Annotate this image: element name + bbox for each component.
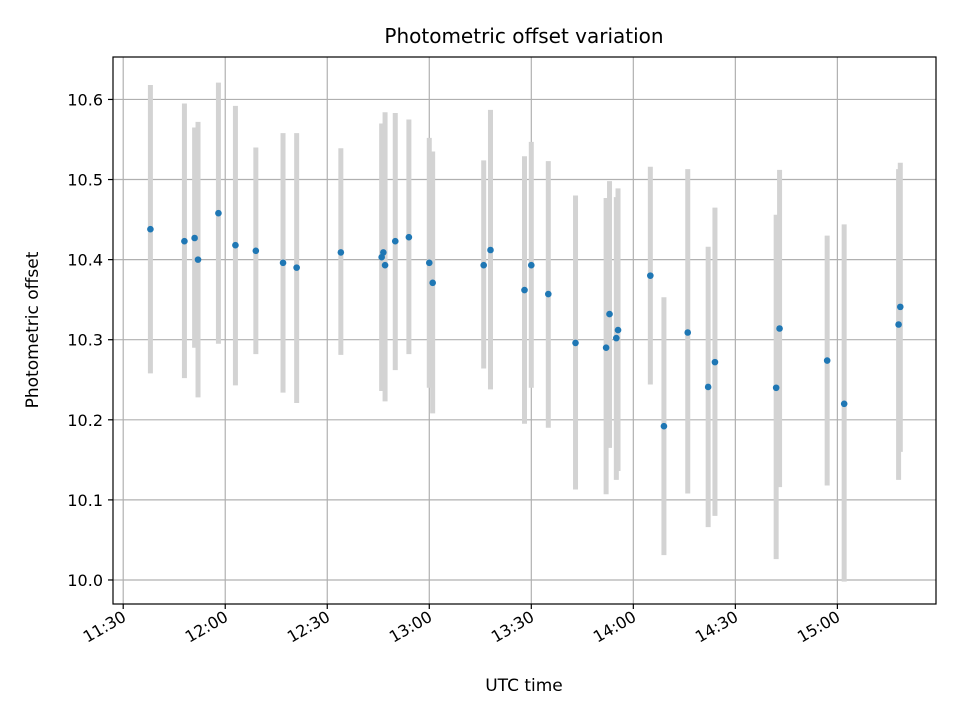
data-point [425, 259, 433, 267]
data-point [252, 247, 260, 255]
data-point [147, 225, 154, 233]
data-point [660, 422, 668, 430]
y-tick-label: 10.3 [67, 331, 103, 350]
y-tick-label: 10.2 [67, 411, 103, 430]
y-tick-label: 10.0 [67, 571, 103, 590]
data-point [602, 344, 610, 352]
data-point [545, 290, 552, 298]
x-tick-label: 15:00 [794, 607, 843, 647]
data-point [776, 325, 783, 332]
x-tick-label: 14:30 [692, 607, 741, 647]
y-tick-label: 10.5 [67, 171, 103, 190]
data-point [380, 249, 387, 256]
plot-frame [112, 56, 937, 605]
data-point [823, 357, 831, 364]
data-point [521, 286, 528, 294]
data-point [647, 272, 654, 279]
data-point [429, 279, 436, 287]
x-axis-label: UTC time [485, 676, 563, 696]
data-point [405, 233, 413, 241]
point-layer [147, 209, 904, 430]
y-tick-label: 10.6 [67, 90, 103, 109]
data-point [480, 261, 487, 269]
x-tick-label: 12:00 [182, 607, 231, 647]
data-point [840, 400, 848, 408]
y-tick-label: 10.1 [67, 491, 103, 510]
chart-title: Photometric offset variation [384, 24, 663, 48]
x-tick-label: 13:30 [488, 607, 537, 647]
data-point [293, 264, 300, 271]
x-tick-label: 11:30 [80, 607, 129, 647]
data-point [896, 303, 904, 311]
data-point [528, 261, 535, 269]
data-point [337, 249, 345, 256]
data-point [191, 234, 198, 242]
y-axis-label: Photometric offset [23, 251, 43, 408]
data-point [215, 209, 222, 217]
x-tick-label: 12:30 [284, 607, 333, 647]
data-point [895, 321, 902, 328]
data-point [381, 261, 389, 269]
data-point [487, 246, 494, 254]
data-point [613, 334, 620, 342]
y-tick-label: 10.4 [67, 251, 103, 270]
x-tick-label: 13:00 [386, 607, 435, 647]
data-point [606, 310, 613, 318]
errorbar-layer [147, 82, 903, 582]
data-point [572, 339, 579, 347]
data-point [614, 326, 622, 334]
data-point [181, 237, 188, 245]
data-point [232, 241, 239, 249]
data-point [279, 259, 287, 267]
data-point [772, 384, 780, 392]
data-point [391, 237, 399, 245]
data-point [684, 329, 692, 336]
data-point [711, 358, 719, 366]
data-point [704, 383, 712, 391]
data-point [194, 256, 202, 263]
x-tick-label: 14:00 [590, 607, 639, 647]
